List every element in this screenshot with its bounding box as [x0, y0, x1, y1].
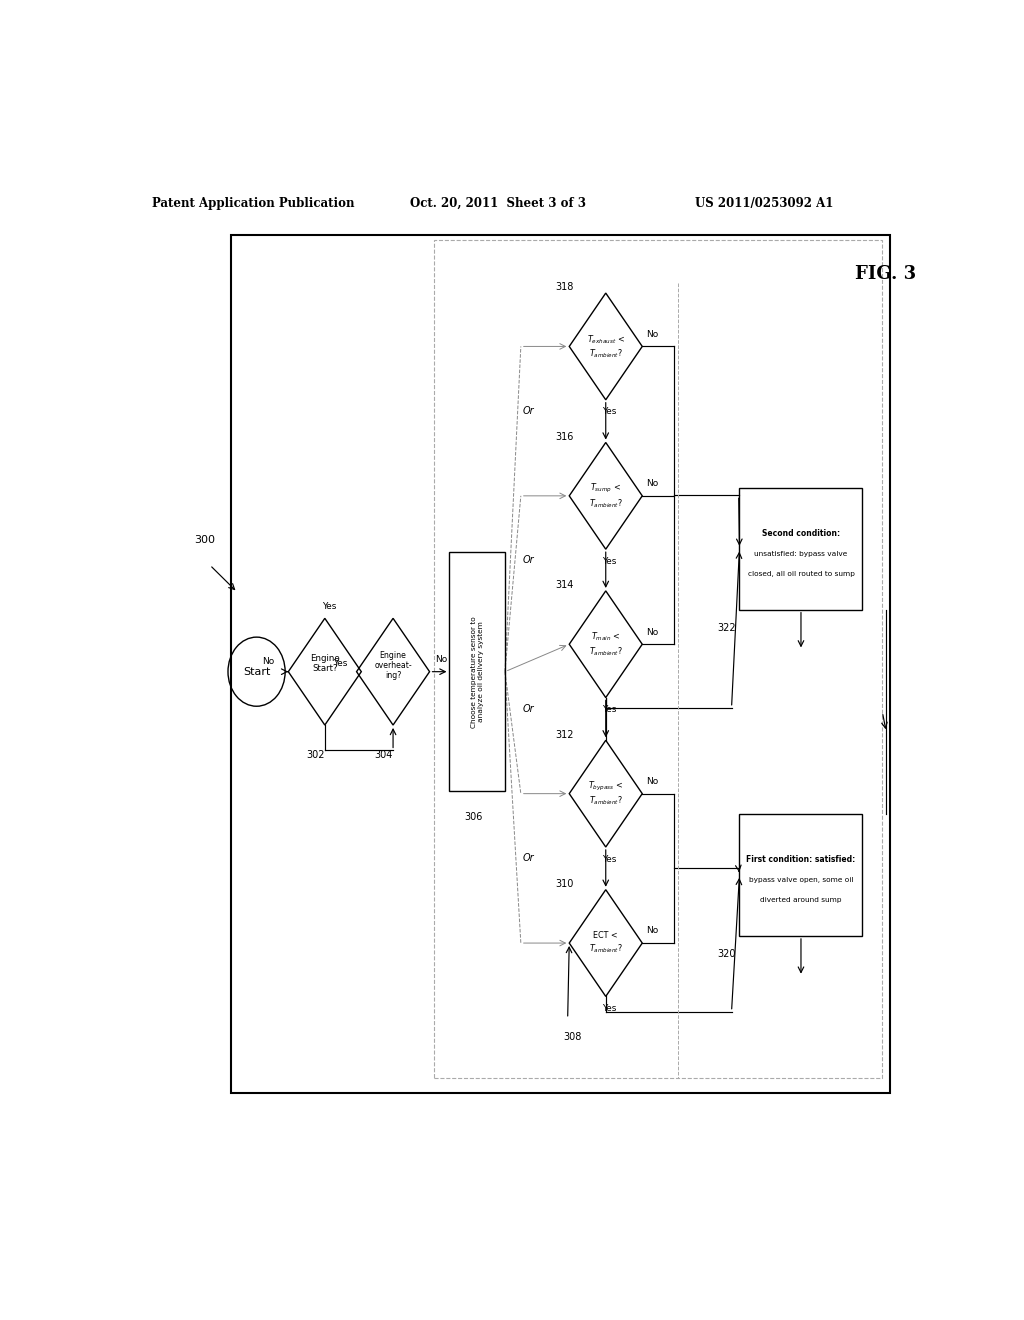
Text: First condition: satisfied:: First condition: satisfied: [746, 855, 856, 865]
Text: 302: 302 [306, 750, 325, 760]
Text: $T_{exhaust}$ <
$T_{ambient}$?: $T_{exhaust}$ < $T_{ambient}$? [587, 333, 625, 360]
Text: No: No [435, 655, 447, 664]
Text: closed, all oil routed to sump: closed, all oil routed to sump [748, 572, 854, 577]
Text: Or: Or [523, 554, 535, 565]
Text: Yes: Yes [602, 1005, 616, 1014]
Text: 312: 312 [555, 730, 573, 739]
Text: FIG. 3: FIG. 3 [855, 265, 916, 282]
Text: 316: 316 [555, 432, 573, 442]
Bar [739, 814, 862, 936]
Text: US 2011/0253092 A1: US 2011/0253092 A1 [695, 197, 834, 210]
Text: 314: 314 [555, 581, 573, 590]
Text: No: No [646, 927, 657, 936]
Text: unsatisfied: bypass valve: unsatisfied: bypass valve [755, 550, 848, 557]
Text: $T_{bypass}$ <
$T_{ambient}$?: $T_{bypass}$ < $T_{ambient}$? [588, 780, 624, 808]
Text: No: No [262, 657, 274, 667]
Text: 306: 306 [464, 812, 482, 821]
Text: No: No [646, 330, 657, 339]
Text: ECT <
$T_{ambient}$?: ECT < $T_{ambient}$? [589, 932, 623, 954]
Text: 300: 300 [194, 535, 215, 545]
Text: Or: Or [523, 704, 535, 714]
Text: No: No [646, 777, 657, 785]
Text: Yes: Yes [602, 408, 616, 417]
Text: 320: 320 [717, 949, 735, 960]
Text: Oct. 20, 2011  Sheet 3 of 3: Oct. 20, 2011 Sheet 3 of 3 [410, 197, 586, 210]
Text: Engine
overheat-
ing?: Engine overheat- ing? [374, 651, 412, 681]
Bar [433, 240, 882, 1078]
Text: Yes: Yes [602, 557, 616, 566]
Text: 304: 304 [375, 750, 393, 760]
Text: Yes: Yes [602, 855, 616, 863]
Text: $T_{main}$ <
$T_{ambient}$?: $T_{main}$ < $T_{ambient}$? [589, 631, 623, 657]
Text: No: No [646, 627, 657, 636]
Text: Engine
Start?: Engine Start? [310, 653, 340, 673]
Text: bypass valve open, some oil: bypass valve open, some oil [749, 876, 853, 883]
Text: Yes: Yes [322, 602, 336, 611]
Text: Yes: Yes [602, 705, 616, 714]
Text: 322: 322 [717, 623, 735, 634]
Text: Yes: Yes [334, 659, 348, 668]
Bar [231, 235, 890, 1093]
Bar [739, 487, 862, 610]
Text: Choose temperature sensor to
analyze oil delivery system: Choose temperature sensor to analyze oil… [471, 616, 483, 727]
Bar [450, 552, 505, 791]
Text: Or: Or [523, 853, 535, 863]
Text: Start: Start [243, 667, 270, 677]
Text: No: No [646, 479, 657, 488]
Text: 308: 308 [563, 1032, 582, 1041]
Text: Second condition:: Second condition: [762, 529, 840, 539]
Text: 310: 310 [555, 879, 573, 890]
Text: Or: Or [523, 407, 535, 416]
Text: 318: 318 [555, 282, 573, 293]
Text: $T_{sump}$ <
$T_{ambient}$?: $T_{sump}$ < $T_{ambient}$? [589, 482, 623, 510]
Text: Patent Application Publication: Patent Application Publication [152, 197, 354, 210]
Text: diverted around sump: diverted around sump [760, 898, 842, 903]
